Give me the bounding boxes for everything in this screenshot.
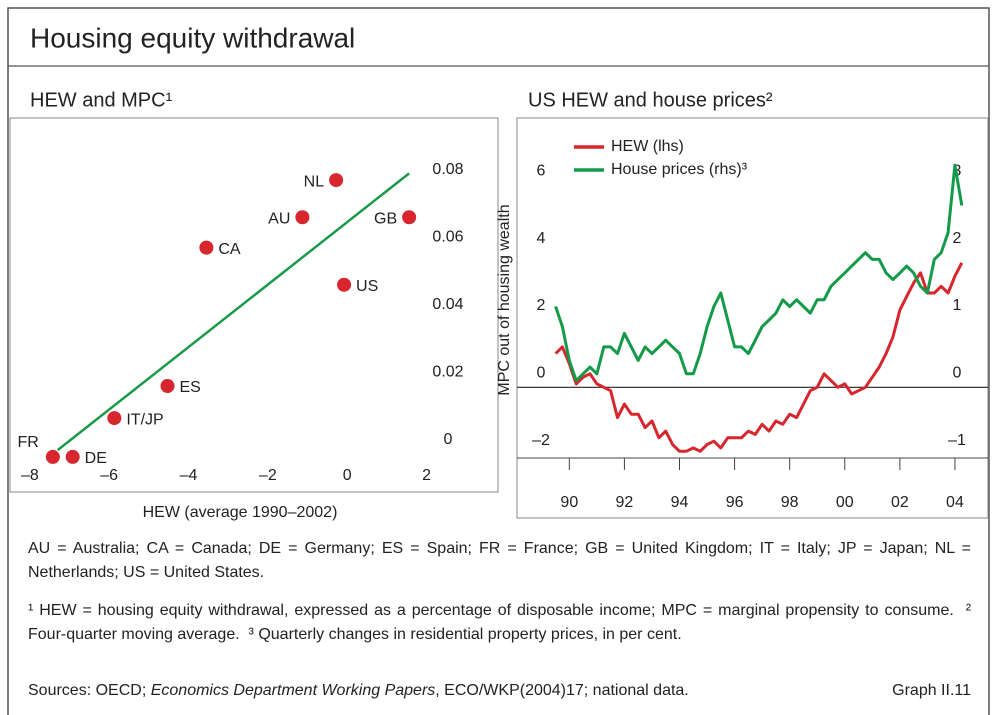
y2-tick-label: 2 [953, 230, 962, 247]
point-label: IT/JP [126, 411, 163, 428]
point-label: CA [218, 241, 241, 258]
y-tick-label: 0.06 [432, 229, 463, 246]
y2-tick-label: –1 [948, 432, 966, 449]
y-tick-label: –2 [532, 432, 550, 449]
panel-title: HEW and MPC¹ [30, 89, 173, 111]
x-tick-label: 00 [836, 494, 854, 511]
y-tick-label: 4 [537, 230, 546, 247]
y-tick-label: 0 [444, 431, 453, 448]
y-tick-label: 0.02 [432, 364, 463, 381]
point [402, 210, 417, 225]
point [65, 449, 80, 464]
footnotes: ¹ HEW = housing equity withdrawal, expre… [28, 599, 971, 647]
plot-frame [9, 117, 499, 493]
x-tick-label: –6 [100, 467, 118, 484]
y-tick-label: 2 [537, 297, 546, 314]
point-label: DE [85, 450, 107, 467]
panel-title: US HEW and house prices² [528, 89, 773, 111]
sources: Sources: OECD; Economics Department Work… [28, 679, 971, 703]
x-axis-label: HEW (average 1990–2002) [143, 504, 338, 521]
point-label: US [356, 278, 378, 295]
x-tick-label: 98 [781, 494, 799, 511]
legend-label: HEW (lhs) [611, 138, 684, 155]
frame [7, 7, 990, 715]
y-axis-label: MPC out of housing wealth [496, 204, 513, 395]
x-tick-label: –4 [180, 467, 198, 484]
y2-tick-label: 1 [953, 297, 962, 314]
point [199, 240, 214, 255]
point-label: FR [18, 434, 39, 451]
y-tick-label: 0.08 [432, 161, 463, 178]
point [45, 449, 60, 464]
footnote: ³ Quarterly changes in residential prope… [248, 626, 682, 643]
x-tick-label: –8 [21, 467, 39, 484]
y-tick-label: 0.04 [432, 296, 463, 313]
y-tick-label: 0 [537, 365, 546, 382]
figure-title: Housing equity withdrawal [30, 22, 355, 53]
x-tick-label: 90 [560, 494, 578, 511]
x-tick-label: 2 [422, 467, 431, 484]
point [160, 379, 175, 394]
footnote: ¹ HEW = housing equity withdrawal, expre… [28, 602, 954, 619]
point-label: ES [180, 379, 201, 396]
x-tick-label: 94 [671, 494, 689, 511]
point-label: GB [374, 210, 397, 227]
x-tick-label: 02 [891, 494, 909, 511]
point [107, 411, 122, 426]
point [295, 210, 310, 225]
y2-tick-label: 0 [953, 365, 962, 382]
series-line [554, 163, 964, 383]
footnote: ² Four-quarter moving average. [28, 602, 972, 643]
y-tick-label: 6 [537, 163, 546, 180]
sources-text: Economics Department Working Papers [150, 682, 436, 699]
x-tick-label: 04 [946, 494, 964, 511]
point [337, 277, 352, 292]
abbreviations: AU = Australia; CA = Canada; DE = German… [28, 540, 971, 581]
sources-text: Sources: OECD; [28, 682, 147, 699]
fit-line [56, 172, 410, 452]
point-label: NL [304, 173, 325, 190]
legend-label: House prices (rhs)³ [611, 161, 748, 178]
graph-id: Graph II.11 [892, 682, 971, 699]
x-tick-label: –2 [259, 467, 277, 484]
x-tick-label: 92 [616, 494, 634, 511]
sources-text: , ECO/WKP(2004)17; national data. [435, 682, 689, 699]
x-tick-label: 96 [726, 494, 744, 511]
point [329, 173, 344, 188]
plot-frame [516, 117, 989, 519]
x-tick-label: 0 [343, 467, 352, 484]
series-line [554, 262, 964, 453]
point-label: AU [268, 210, 290, 227]
